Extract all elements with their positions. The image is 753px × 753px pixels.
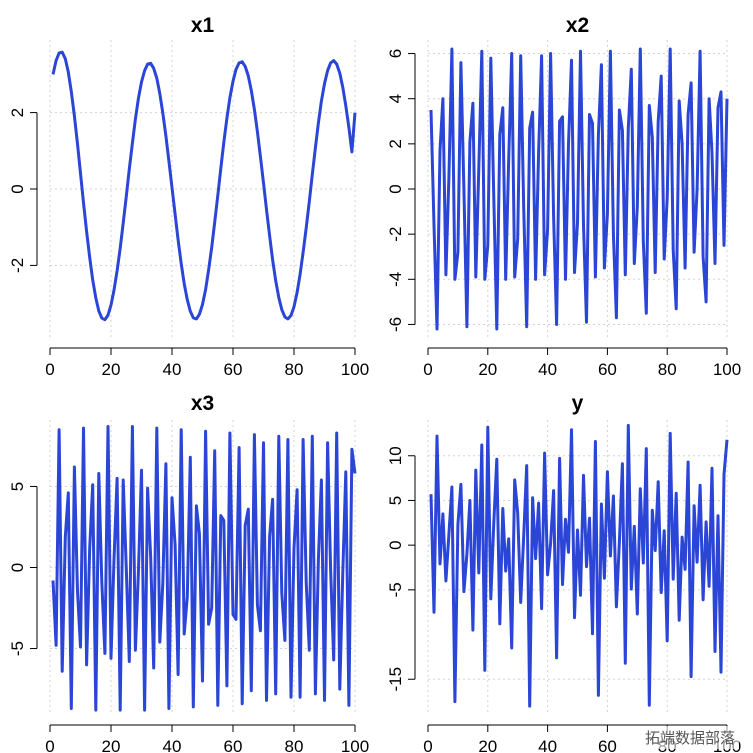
x-tick-label: 60: [598, 360, 617, 379]
series-line-x1: [51, 50, 357, 322]
x-tick-label: 80: [285, 737, 304, 753]
series-line-x2: [429, 47, 729, 331]
y-tick-label: -15: [386, 667, 405, 692]
x-tick-label: 80: [285, 360, 304, 379]
x-tick-label: 100: [341, 737, 369, 753]
x-tick-label: 0: [45, 737, 54, 753]
chart-title: x1: [191, 14, 215, 37]
chart-panel-x2: 0 20 40 60 80 100 -6 -4 -2 0 2 4 6 x2: [386, 14, 741, 379]
x-tick-label: 0: [423, 360, 432, 379]
chart-title: x3: [191, 392, 214, 415]
x-tick-label: 20: [478, 360, 497, 379]
y-tick-label: 0: [8, 563, 27, 572]
y-tick-label: 2: [386, 139, 405, 148]
x-tick-label: 100: [713, 360, 741, 379]
y-tick-label: 2: [8, 108, 27, 117]
y-tick-label: 6: [386, 49, 405, 58]
y-tick-label: 5: [386, 496, 405, 505]
y-tick-label: 10: [386, 446, 405, 465]
chart-panel-x1: 0 20 40 60 80 100 -2 0 2 x1: [8, 14, 369, 379]
series-line-y: [429, 423, 729, 708]
x-tick-label: 60: [598, 737, 617, 753]
watermark-text: 拓端数据部落: [640, 726, 739, 749]
x-tick-label: 40: [163, 360, 182, 379]
x-tick-label: 80: [658, 360, 677, 379]
y-tick-label: 0: [8, 184, 27, 193]
series-line-x3: [51, 425, 357, 712]
x-tick-label: 0: [423, 737, 432, 753]
x-tick-label: 20: [478, 737, 497, 753]
y-tick-label: 0: [386, 540, 405, 549]
x-tick-label: 40: [538, 360, 557, 379]
y-tick-label: -5: [8, 641, 27, 656]
x-tick-label: 20: [102, 737, 121, 753]
y-tick-label: 0: [386, 184, 405, 193]
x-tick-label: 60: [224, 360, 243, 379]
y-tick-label: 5: [8, 482, 27, 491]
chart-panel-x3: 0 20 40 60 80 100 -5 0 5 x3: [8, 392, 369, 753]
x-tick-label: 0: [45, 360, 54, 379]
y-tick-label: 4: [386, 94, 405, 103]
x-tick-label: 40: [538, 737, 557, 753]
y-tick-label: -5: [386, 582, 405, 597]
y-tick-label: -2: [8, 258, 27, 273]
x-tick-label: 60: [224, 737, 243, 753]
y-tick-label: -4: [386, 272, 405, 287]
x-tick-label: 40: [163, 737, 182, 753]
x-tick-label: 100: [341, 360, 369, 379]
y-tick-label: -6: [386, 317, 405, 332]
y-tick-label: -2: [386, 227, 405, 242]
chart-title: x2: [566, 14, 589, 37]
chart-title: y: [572, 392, 584, 415]
x-tick-label: 20: [102, 360, 121, 379]
